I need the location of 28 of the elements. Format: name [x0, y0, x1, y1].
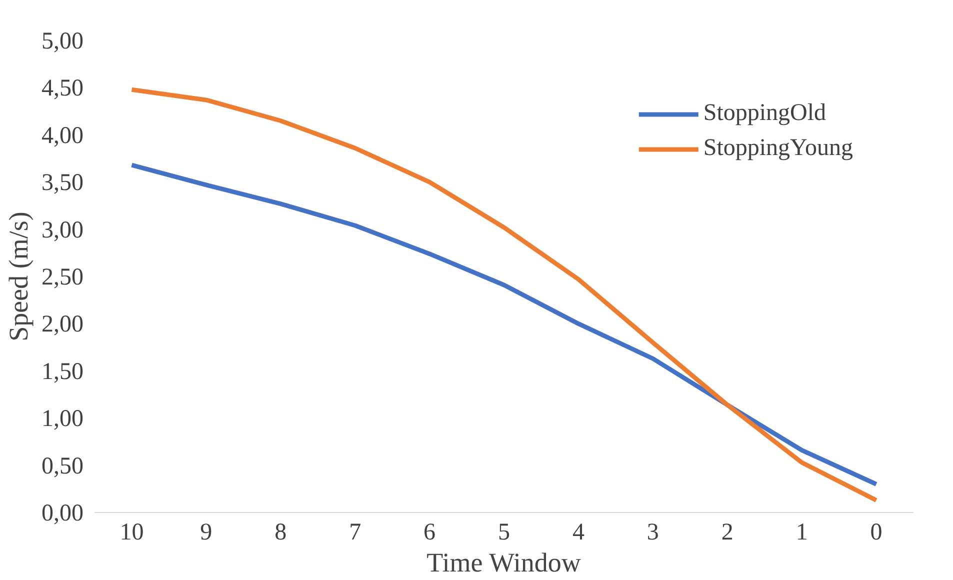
- x-tick-label: 9: [200, 520, 212, 546]
- x-tick-label: 3: [646, 520, 659, 546]
- legend-label: StoppingYoung: [703, 135, 853, 162]
- x-tick-label: 5: [498, 520, 510, 546]
- x-tick-label: 7: [349, 520, 362, 546]
- y-tick-label: 1,00: [42, 406, 84, 432]
- x-tick-label: 6: [424, 520, 436, 546]
- y-axis-title: Speed (m/s): [4, 212, 34, 342]
- x-tick-label: 0: [870, 520, 882, 546]
- x-tick-label: 8: [274, 520, 287, 546]
- y-tick-label: 2,50: [42, 264, 84, 290]
- x-tick-label: 2: [721, 520, 734, 546]
- y-tick-label: 0,00: [42, 500, 84, 526]
- x-tick-label: 10: [120, 520, 144, 546]
- y-tick-label: 3,00: [42, 217, 84, 244]
- y-tick-label: 4,00: [42, 122, 84, 149]
- x-tick-label: 4: [572, 520, 584, 546]
- line-series: [129, 162, 879, 486]
- y-tick-label: 4,50: [42, 76, 84, 102]
- y-tick-label: 3,50: [42, 170, 84, 196]
- legend-label: StoppingOld: [703, 100, 826, 127]
- y-tick-label: 1,50: [42, 358, 84, 385]
- x-tick-label: 1: [796, 520, 808, 546]
- y-tick-label: 5,00: [42, 28, 84, 54]
- line-series: [129, 87, 879, 502]
- y-tick-label: 2,00: [42, 312, 84, 338]
- y-tick-label: 0,50: [42, 453, 84, 480]
- x-axis-title: Time Window: [426, 548, 582, 578]
